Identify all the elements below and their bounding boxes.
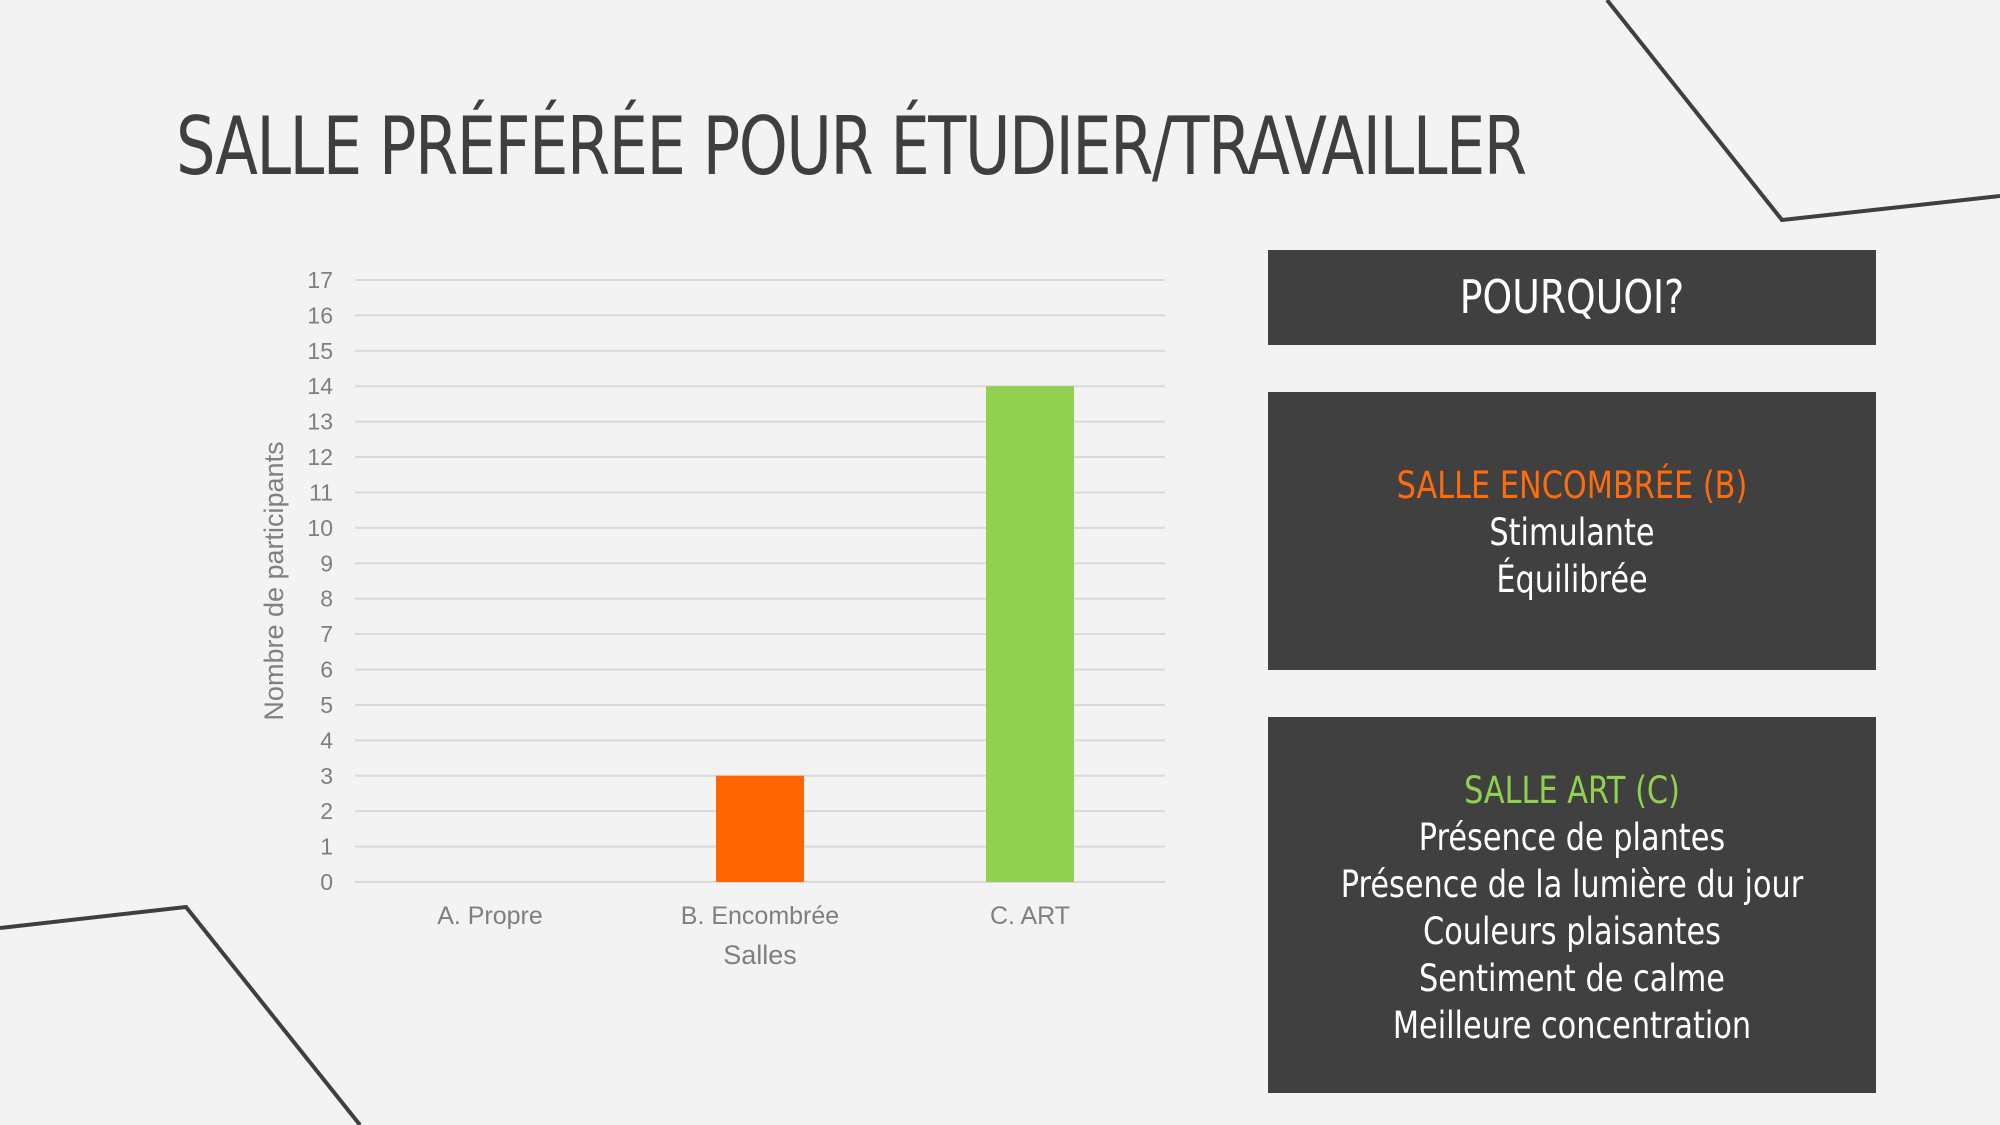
y-tick-label: 14 <box>307 373 333 399</box>
bar <box>716 775 804 882</box>
x-tick-label: B. Encombrée <box>681 902 839 930</box>
why-panel: POURQUOI? <box>1268 250 1876 345</box>
y-tick-label: 3 <box>320 763 333 789</box>
y-tick-label: 13 <box>307 409 333 435</box>
panel-salle-art: SALLE ART (C) Présence de plantes Présen… <box>1268 717 1876 1093</box>
y-tick-label: 6 <box>320 657 333 683</box>
panel-c-heading: SALLE ART (C) <box>1464 769 1680 812</box>
bottom-left-deco-line <box>0 904 362 1125</box>
y-tick-label: 16 <box>307 302 333 328</box>
y-tick-label: 15 <box>307 338 333 364</box>
panel-b-heading: SALLE ENCOMBRÉE (B) <box>1396 464 1748 507</box>
y-axis-title: Nombre de participants <box>259 441 289 720</box>
y-tick-label: 8 <box>320 586 333 612</box>
y-tick-label: 11 <box>309 479 333 505</box>
panel-salle-encombree: SALLE ENCOMBRÉE (B) Stimulante Équilibré… <box>1268 392 1876 670</box>
panel-c-line: Présence de la lumière du jour <box>1340 863 1804 906</box>
y-tick-label: 4 <box>320 727 333 753</box>
panel-b-line: Équilibrée <box>1496 558 1648 601</box>
y-tick-label: 10 <box>307 515 333 541</box>
bar <box>986 386 1074 882</box>
slide-title: SALLE PRÉFÉRÉE POUR ÉTUDIER/TRAVAILLER <box>176 100 1527 193</box>
panel-c-line: Couleurs plaisantes <box>1423 910 1721 953</box>
panel-c-line: Sentiment de calme <box>1419 957 1725 1000</box>
x-tick-label: A. Propre <box>437 902 543 930</box>
y-tick-label: 9 <box>320 550 333 576</box>
why-label: POURQUOI? <box>1459 270 1685 324</box>
y-tick-label: 5 <box>320 692 333 718</box>
panel-c-line: Présence de plantes <box>1418 816 1726 859</box>
panel-c-line: Meilleure concentration <box>1392 1004 1752 1047</box>
y-tick-label: 12 <box>307 444 333 470</box>
y-tick-label: 17 <box>307 267 333 293</box>
top-right-deco-line <box>1605 0 2000 223</box>
y-tick-label: 7 <box>320 621 333 647</box>
x-tick-label: C. ART <box>990 902 1070 930</box>
y-tick-label: 0 <box>320 869 333 895</box>
panel-b-line: Stimulante <box>1489 511 1655 554</box>
y-tick-label: 1 <box>320 834 333 860</box>
x-axis-title: Salles <box>723 940 797 970</box>
y-tick-label: 2 <box>320 798 333 824</box>
